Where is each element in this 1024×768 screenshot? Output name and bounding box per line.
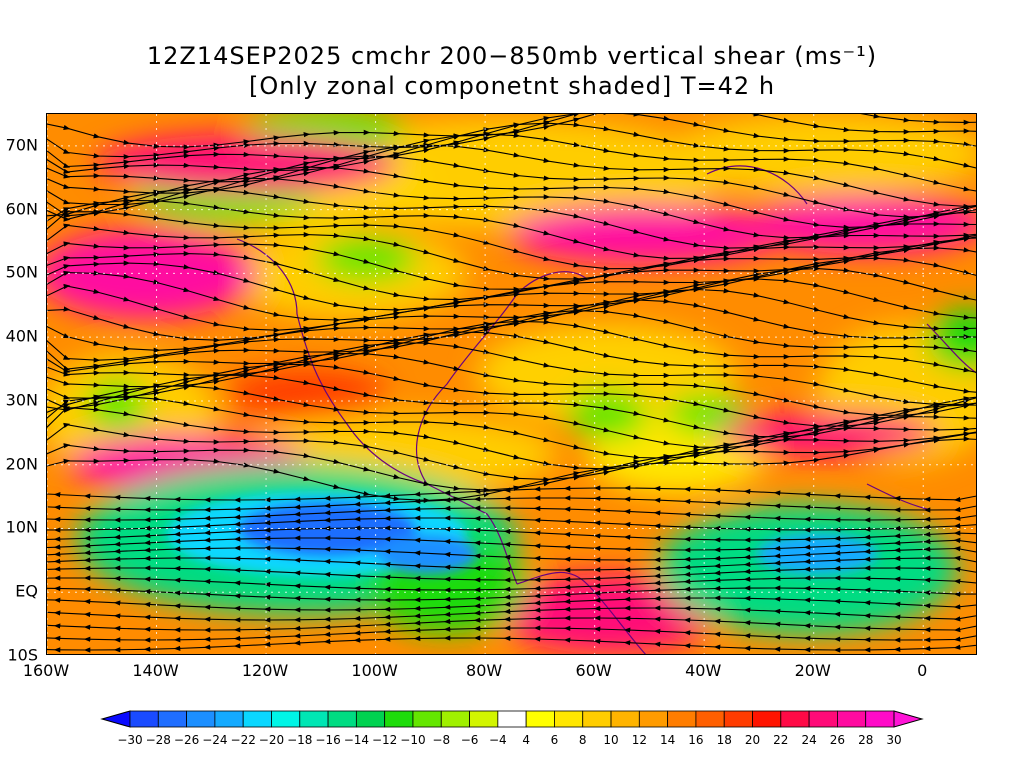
colorbar-tick-label: 28 [858, 733, 874, 747]
colorbar-tick-label: 8 [578, 733, 587, 747]
lon-tick-label: 40W [685, 661, 722, 680]
colorbar-tick-label: −24 [202, 733, 228, 747]
colorbar-tick-label: 18 [716, 733, 732, 747]
gridlines [47, 114, 976, 654]
colorbar-tick-label: −8 [432, 733, 451, 747]
lat-tick-label: 60N [5, 199, 38, 219]
lon-tick-label: 20W [794, 661, 831, 680]
colorbar-box [497, 710, 527, 728]
colorbar-tick-label: −20 [258, 733, 285, 747]
colorbar-tick-label: 6 [550, 733, 559, 747]
colorbar-box [186, 710, 216, 728]
colorbar-box [214, 710, 244, 728]
colorbar-box [723, 710, 753, 728]
colorbar-box [271, 710, 301, 728]
lat-tick-label: 70N [5, 135, 38, 155]
colorbar-tick-label: −6 [460, 733, 479, 747]
colorbar-tick-label: 30 [886, 733, 902, 747]
colorbar-arrow-right [893, 710, 924, 728]
colorbar-box [299, 710, 329, 728]
colorbar-tick-label: 14 [659, 733, 676, 747]
lon-tick-label: 60W [575, 661, 612, 680]
lon-tick-label: 120W [241, 661, 289, 680]
lat-tick-label: 30N [5, 390, 38, 410]
colorbar-tick-label: −16 [315, 733, 341, 747]
colorbar-box [242, 710, 272, 728]
colorbar-tick-label: −28 [145, 733, 171, 747]
colorbar-box [780, 710, 810, 728]
colorbar-box [582, 710, 612, 728]
colorbar-box [129, 710, 159, 728]
lon-tick-label: 160W [22, 661, 70, 680]
shading-layer [47, 114, 976, 654]
colorbar-box [525, 710, 555, 728]
colorbar-box [469, 710, 499, 728]
colorbar-tick-label: −12 [371, 733, 398, 747]
lat-tick-label: 10N [5, 517, 38, 537]
colorbar-box [808, 710, 838, 728]
chart-title-line2: [Only zonal componetnt shaded] T=42 h [248, 72, 776, 100]
lat-tick-label: 50N [5, 262, 38, 282]
colorbar-box [157, 710, 187, 728]
colorbar-box [695, 710, 725, 728]
colorbar-tick-label: −30 [117, 733, 143, 747]
colorbar-box [327, 710, 357, 728]
colorbar-tick-label: 10 [603, 733, 619, 747]
colorbar-tick-label: 4 [522, 733, 530, 747]
lat-tick-label: 20N [5, 454, 38, 474]
colorbar-tick-label: 26 [829, 733, 846, 747]
colorbar-tick-label: −10 [400, 733, 426, 747]
streamline [47, 635, 976, 653]
lon-tick-label: 0 [917, 661, 928, 680]
colorbar-tick-label: −14 [343, 733, 370, 747]
colorbar-box [752, 710, 782, 728]
colorbar-box [610, 710, 640, 728]
streamlines [47, 114, 976, 653]
colorbar-tick-label: 20 [744, 733, 761, 747]
lat-tick-label: EQ [15, 581, 38, 601]
colorbar-tick-label: 24 [801, 733, 817, 747]
lon-tick-label: 100W [351, 661, 398, 680]
shear-map [46, 113, 977, 655]
colorbar-tick-label: 16 [688, 733, 704, 747]
chart-title-line1: 12Z14SEP2025 cmchr 200−850mb vertical sh… [146, 42, 878, 70]
colorbar-box [355, 710, 386, 728]
colorbar-box [667, 710, 697, 728]
colorbar-tick-label: −18 [287, 733, 313, 747]
colorbar-tick-label: −4 [488, 733, 507, 747]
colorbar-box [554, 710, 584, 728]
colorbar-box [865, 710, 895, 728]
colorbar-arrow-left [100, 710, 131, 728]
lon-tick-label: 80W [466, 661, 503, 680]
colorbar-tick-label: −26 [173, 733, 200, 747]
colorbar-tick-label: 12 [631, 733, 647, 747]
colorbar-box [837, 710, 867, 728]
lat-tick-label: 10S [7, 645, 38, 665]
colorbar-box [638, 710, 669, 728]
lon-tick-label: 140W [132, 661, 179, 680]
colorbar-tick-label: −22 [230, 733, 256, 747]
lat-tick-label: 40N [5, 326, 38, 346]
colorbar-box [440, 710, 470, 728]
colorbar-tick-label: 22 [773, 733, 789, 747]
colorbar-box [384, 710, 414, 728]
colorbar-box [412, 710, 442, 728]
